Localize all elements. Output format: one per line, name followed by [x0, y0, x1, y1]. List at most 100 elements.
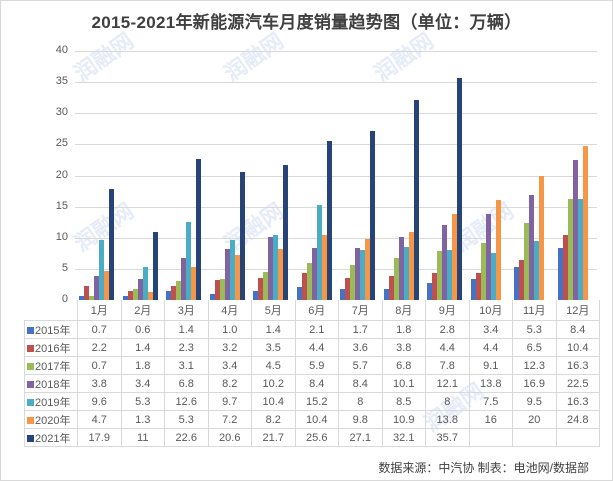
table-row: 2015年 0.7 0.6 1.4 1.0 1.4 2.1 1.7 1.8 2.8 3.4 5.3 8.… [24, 320, 600, 339]
legend-entry: 2017年 [24, 356, 78, 375]
table-cell: 8.5 [381, 392, 426, 411]
table-cell: 27.1 [338, 428, 383, 447]
table-cell: 12.3 [512, 356, 557, 375]
chart-title: 2015-2021年新能源汽车月度销量趋势图（单位：万辆） [91, 13, 522, 32]
legend-swatch-icon [27, 380, 34, 388]
table-cell: 13.8 [468, 374, 513, 393]
y-tick-label: 25 [55, 137, 68, 150]
table-cell: 12.1 [425, 374, 470, 393]
bar [301, 272, 307, 300]
bar [234, 255, 240, 300]
table-cell: 11 [120, 428, 165, 447]
source-note: 数据来源：中汽协 制表：电池网/数据部 [378, 461, 589, 475]
legend-entry: 2018年 [24, 374, 78, 393]
table-cell: 1.4 [251, 320, 296, 339]
bar [475, 272, 481, 300]
category-label: 5月 [251, 300, 296, 321]
bar [326, 140, 332, 300]
bar [219, 278, 225, 300]
bar [470, 278, 476, 300]
table-cell: 2.3 [164, 338, 209, 357]
bar [176, 280, 182, 300]
y-tick-label: 30 [55, 106, 68, 119]
bar [557, 247, 563, 300]
table-cell: 9.7 [207, 392, 252, 411]
table-cell: 4.5 [251, 356, 296, 375]
table-row: 2020年 4.7 1.3 5.3 7.2 8.2 10.4 9.8 10.9 13.8 16 20 2… [24, 410, 600, 429]
bar [99, 240, 105, 300]
table-cell: 2.1 [294, 320, 339, 339]
bar [457, 77, 463, 300]
bar [562, 235, 568, 300]
bar [490, 253, 496, 300]
bar [480, 243, 486, 300]
bar [447, 250, 453, 300]
bar [485, 214, 491, 300]
bar [432, 272, 438, 300]
bar [355, 247, 361, 300]
table-cell: 17.9 [77, 428, 122, 447]
gridline [75, 206, 597, 208]
bar [519, 259, 525, 300]
bar [495, 200, 501, 300]
bar [340, 289, 346, 300]
table-cell: 5.3 [164, 410, 209, 429]
table-row: 2018年 3.8 3.4 6.8 8.2 10.2 8.4 8.4 10.1 12.1 13.8 1… [24, 374, 600, 393]
bar [403, 247, 409, 300]
table-cell: 6.8 [381, 356, 426, 375]
table-cell: 3.4 [120, 374, 165, 393]
bar [393, 257, 399, 300]
table-cell: 25.6 [294, 428, 339, 447]
bar [171, 285, 177, 300]
table-cell: 4.4 [294, 338, 339, 357]
table-cell: 13.8 [425, 410, 470, 429]
legend-entry: 2019年 [24, 392, 78, 411]
legend-swatch-icon [27, 398, 34, 406]
bar [104, 270, 110, 300]
table-cell [512, 428, 557, 447]
bar [365, 238, 371, 300]
bar [278, 248, 284, 300]
table-cell: 3.8 [77, 374, 122, 393]
table-cell: 10.4 [555, 338, 600, 357]
table-cell: 8.2 [251, 410, 296, 429]
bar [142, 267, 148, 300]
category-label: 12月 [555, 300, 600, 321]
bar [79, 295, 85, 300]
table-cell: 4.7 [77, 410, 122, 429]
table-cell: 9.6 [77, 392, 122, 411]
bar [122, 296, 128, 300]
bar [321, 235, 327, 300]
table-cell: 6.8 [164, 374, 209, 393]
bar [452, 214, 458, 300]
legend-label: 2019年 [35, 396, 71, 409]
table-cell: 8 [425, 392, 470, 411]
y-tick-label: 15 [55, 199, 68, 212]
gridline [75, 113, 597, 115]
bar [166, 291, 172, 300]
table-cell: 3.6 [338, 338, 383, 357]
category-label: 11月 [512, 300, 557, 321]
table-cell: 10.1 [381, 374, 426, 393]
bar [84, 286, 90, 300]
bar [181, 257, 187, 300]
bar [89, 295, 95, 300]
y-tick-label: 0 [61, 293, 68, 305]
table-cell: 16.9 [512, 374, 557, 393]
table-cell: 2.2 [77, 338, 122, 357]
table-row: 2019年 9.6 5.3 12.6 9.7 10.4 15.2 8 8.5 8 7.5 9.5 16.… [24, 392, 600, 411]
bar [109, 188, 115, 300]
bar [539, 175, 545, 300]
table-cell: 3.8 [381, 338, 426, 357]
bar [283, 164, 289, 300]
table-row: 2016年 2.2 1.4 2.3 3.2 3.5 4.4 3.6 3.8 4.4 4.4 6.5 10… [24, 338, 600, 357]
bar [214, 280, 220, 300]
legend-label: 2020年 [35, 414, 71, 427]
legend-swatch-icon [27, 326, 34, 334]
bar [524, 223, 530, 300]
table-cell: 0.6 [120, 320, 165, 339]
bar [196, 159, 202, 300]
table-cell: 20 [512, 410, 557, 429]
table-cell: 3.4 [207, 356, 252, 375]
table-cell: 6.5 [512, 338, 557, 357]
